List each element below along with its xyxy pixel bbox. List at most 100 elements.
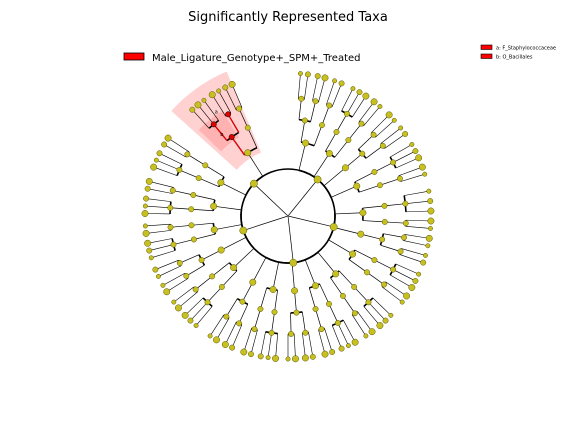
- leaf-node-68-0: [163, 288, 171, 296]
- branch-22: [334, 212, 363, 215]
- leaf-branch-9-1: [346, 92, 360, 114]
- leaf-node-18-2: [415, 154, 423, 162]
- branch-56: [252, 257, 267, 283]
- clade-node-79: [169, 187, 176, 194]
- branch-66: [221, 237, 247, 251]
- branch-39: [353, 286, 369, 303]
- leaf-node-3-1: [304, 71, 311, 78]
- leaf-node-20-1: [422, 171, 428, 177]
- leaf-branch-44-1: [337, 322, 349, 346]
- leaf-branch-39-2: [363, 306, 381, 326]
- branch-57: [242, 282, 254, 302]
- branch-71: [193, 233, 216, 240]
- branch-53: [271, 312, 275, 333]
- branch-2: [300, 120, 306, 143]
- leaf-node-11-0: [370, 98, 378, 106]
- branch-80: [253, 183, 289, 217]
- leaf-node-74-1: [142, 223, 148, 229]
- clade-node-49: [302, 329, 309, 336]
- clade-node-8: [333, 129, 340, 135]
- branch-63: [207, 286, 223, 303]
- leaf-node-85-1: [164, 134, 172, 142]
- leaf-node-53-2: [257, 353, 264, 360]
- leaf-node-69-0: [155, 273, 161, 279]
- branch-11: [348, 123, 362, 141]
- clade-node-50: [288, 331, 295, 337]
- clade-node-76: [188, 206, 195, 213]
- leaf-node-18-1: [412, 148, 419, 155]
- branch-27: [333, 227, 361, 235]
- clade-node-13: [359, 150, 366, 157]
- clade-node-34: [364, 269, 370, 276]
- branch-87: [231, 136, 246, 156]
- leaf-branch-26-1: [405, 225, 431, 229]
- branch-41: [342, 295, 356, 314]
- branch-26: [384, 221, 406, 224]
- leaf-branch-53-0: [275, 333, 279, 359]
- clade-node-87: [228, 134, 235, 140]
- clade-node-23: [381, 202, 388, 209]
- branch-36: [287, 215, 294, 263]
- branch-33: [374, 259, 394, 270]
- branch-5: [313, 125, 323, 146]
- clade-node-53: [268, 329, 275, 336]
- leaf-node-6-1: [338, 80, 345, 87]
- branch-19: [359, 184, 381, 193]
- clade-node-86: [244, 149, 252, 157]
- clade-node-91: [236, 105, 243, 112]
- leaf-branch-3-0: [297, 73, 301, 99]
- leaf-branch-74-0: [146, 230, 171, 234]
- branch-18: [374, 162, 394, 173]
- clade-node-88: [210, 121, 217, 128]
- branch-6: [321, 105, 330, 126]
- leaf-branch-83-0: [153, 166, 178, 176]
- leaf-branch-58-1: [225, 321, 237, 345]
- leaf-node-59-1: [207, 333, 213, 339]
- leaf-node-4-1: [321, 74, 329, 82]
- leaf-node-49-1: [301, 354, 309, 362]
- leaf-branch-4-1: [318, 77, 326, 103]
- branch-28: [360, 233, 383, 240]
- branch-77: [170, 207, 192, 210]
- branch-29: [383, 233, 405, 238]
- leaf-node-74-0: [142, 229, 150, 237]
- branch-16: [330, 185, 357, 198]
- clade-node-73: [188, 222, 195, 229]
- leaf-node-24-0: [426, 188, 432, 194]
- leaf-branch-65-0: [178, 291, 198, 309]
- leaf-branch-69-1: [155, 259, 179, 270]
- leaf-node-91-1: [228, 80, 236, 88]
- leaf-node-79-0: [144, 185, 151, 192]
- legend-label-0: Male_Ligature_Genotype+_SPM+_Treated: [152, 53, 361, 64]
- branch-88: [213, 123, 228, 142]
- clade-node-31: [349, 250, 357, 258]
- leaf-node-63-1: [187, 317, 194, 324]
- leaf-branch-91-0: [225, 87, 237, 111]
- branch-7: [313, 153, 330, 178]
- branch-17: [354, 171, 375, 183]
- clade-node-12: [342, 164, 349, 172]
- leaf-node-9-2: [362, 92, 370, 100]
- leaf-branch-89-1: [218, 90, 232, 113]
- clade-node-19: [377, 182, 383, 189]
- clade-node-54: [257, 306, 264, 312]
- leaf-node-58-0: [229, 344, 236, 351]
- leaf-branch-41-0: [357, 311, 373, 332]
- leaf-branch-3-1: [304, 74, 309, 100]
- leaf-branch-79-1: [149, 181, 174, 188]
- key-label-b: b: O_Bacillales: [496, 55, 533, 61]
- branch-81: [220, 182, 247, 196]
- clade-node-52: [271, 309, 278, 316]
- legend-swatch-0: [123, 52, 145, 61]
- leaf-node-41-1: [363, 333, 369, 339]
- leaf-branch-83-1: [156, 159, 180, 171]
- leaf-node-55-1: [240, 348, 248, 356]
- clade-node-57: [239, 298, 246, 305]
- branch-45: [308, 287, 316, 310]
- leaf-branch-30-1: [399, 254, 424, 263]
- leaf-branch-69-0: [158, 265, 182, 277]
- leaf-node-59-0: [213, 336, 220, 344]
- leaf-branch-15-0: [380, 127, 401, 144]
- branch-13: [345, 153, 363, 169]
- clade-node-39: [365, 299, 372, 306]
